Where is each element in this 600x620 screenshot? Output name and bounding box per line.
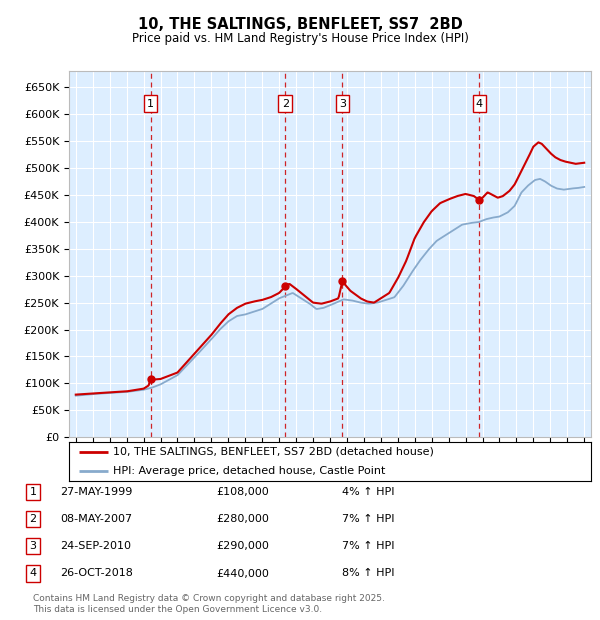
Text: 27-MAY-1999: 27-MAY-1999: [60, 487, 133, 497]
Text: Contains HM Land Registry data © Crown copyright and database right 2025.
This d: Contains HM Land Registry data © Crown c…: [33, 595, 385, 614]
Text: 10, THE SALTINGS, BENFLEET, SS7 2BD (detached house): 10, THE SALTINGS, BENFLEET, SS7 2BD (det…: [113, 446, 434, 457]
Text: £290,000: £290,000: [216, 541, 269, 551]
Text: 7% ↑ HPI: 7% ↑ HPI: [342, 541, 395, 551]
Text: 2: 2: [281, 99, 289, 108]
Text: 26-OCT-2018: 26-OCT-2018: [60, 569, 133, 578]
Text: 08-MAY-2007: 08-MAY-2007: [60, 514, 132, 524]
Text: 24-SEP-2010: 24-SEP-2010: [60, 541, 131, 551]
Text: 10, THE SALTINGS, BENFLEET, SS7  2BD: 10, THE SALTINGS, BENFLEET, SS7 2BD: [137, 17, 463, 32]
Text: 3: 3: [29, 541, 37, 551]
Text: 7% ↑ HPI: 7% ↑ HPI: [342, 514, 395, 524]
Text: £108,000: £108,000: [216, 487, 269, 497]
Text: 1: 1: [147, 99, 154, 108]
Text: 1: 1: [29, 487, 37, 497]
Text: £440,000: £440,000: [216, 569, 269, 578]
Text: HPI: Average price, detached house, Castle Point: HPI: Average price, detached house, Cast…: [113, 466, 386, 476]
Text: 8% ↑ HPI: 8% ↑ HPI: [342, 569, 395, 578]
Text: 4% ↑ HPI: 4% ↑ HPI: [342, 487, 395, 497]
Text: 4: 4: [29, 569, 37, 578]
Text: 2: 2: [29, 514, 37, 524]
Text: £280,000: £280,000: [216, 514, 269, 524]
Text: 3: 3: [339, 99, 346, 108]
Text: 4: 4: [476, 99, 483, 108]
Text: Price paid vs. HM Land Registry's House Price Index (HPI): Price paid vs. HM Land Registry's House …: [131, 32, 469, 45]
